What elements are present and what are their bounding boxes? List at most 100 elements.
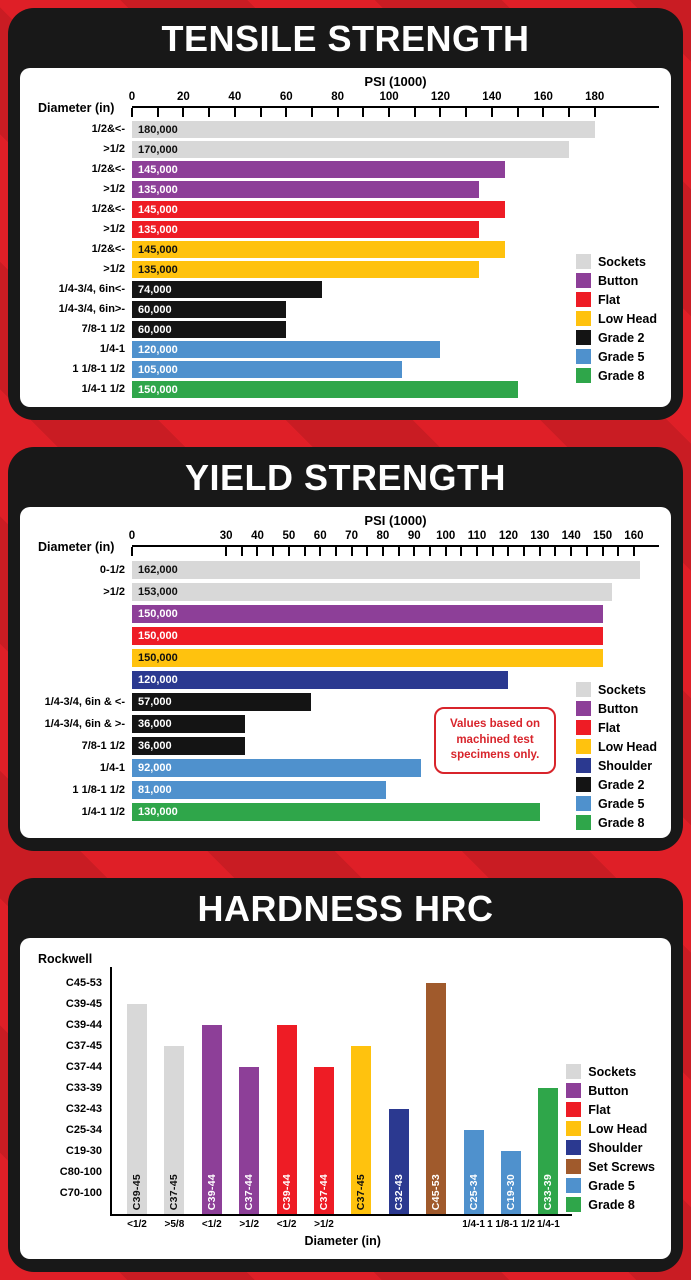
bar-value-label: C37-44 xyxy=(318,1173,330,1210)
legend-label: Sockets xyxy=(597,254,646,269)
plot-area: C39-45 <1/2 C37-45 >5/8 C39-44 <1/2 C37-44 >1/2… xyxy=(110,938,572,1259)
bar-category-label: >1/2 xyxy=(103,143,125,155)
axis-tick xyxy=(366,547,369,556)
axis-tick xyxy=(225,547,228,556)
axis-tick xyxy=(287,547,290,556)
axis-tick xyxy=(617,547,620,556)
chart-row: 0-1/2 162,000 xyxy=(32,561,659,579)
bar-value-label: 74,000 xyxy=(138,283,172,296)
axis-tick-label: 180 xyxy=(585,91,605,103)
legend-swatch-sockets xyxy=(575,682,591,697)
axis-tick xyxy=(516,108,519,117)
legend-swatch-flat xyxy=(575,720,591,735)
axis-tick xyxy=(397,547,400,556)
bar-value-label: 135,000 xyxy=(138,183,178,196)
legend-swatch-button xyxy=(575,701,591,716)
chart-row: 1/4-3/4, 6in>- 60,000 xyxy=(32,301,659,318)
bar-grade-2: 60,000 xyxy=(132,301,287,318)
axis-tick xyxy=(507,547,510,556)
legend-item-flat: Flat xyxy=(575,720,657,735)
axis-tick xyxy=(542,108,545,117)
bar-track: 180,000 xyxy=(132,121,659,138)
axis-tick-label: 160 xyxy=(624,530,644,542)
legend-item-grade-8: Grade 8 xyxy=(566,1197,655,1212)
bar-grade-5: 92,000 xyxy=(132,759,421,777)
bar-category-label: 1/4-1 xyxy=(99,761,125,774)
axis-tick xyxy=(259,108,262,117)
bar-flat: 150,000 xyxy=(132,627,603,645)
axis-tick xyxy=(381,547,384,556)
chart-row: 1/4-3/4, 6in & >- 36,000 xyxy=(32,715,659,733)
legend-item-button: Button xyxy=(575,701,657,716)
bar-button: C39-44 xyxy=(201,1025,222,1214)
axis-tick xyxy=(476,547,479,556)
bar-grade-5: C25-34 xyxy=(463,1130,484,1214)
bar-grade-2: 60,000 xyxy=(132,321,287,338)
y-axis-label: C25-34 xyxy=(65,1124,102,1136)
legend-label: Grade 5 xyxy=(597,349,645,364)
y-axis-labels: C45-53 C39-45 C39-44 C37-45 C37-44 C33-39 C32-… xyxy=(30,938,102,1259)
legend-item-sockets: Sockets xyxy=(575,682,657,697)
bar-grade-8: 130,000 xyxy=(132,803,540,821)
axis-tick xyxy=(538,547,541,556)
bar-value-label: 92,000 xyxy=(138,762,172,774)
axis-tick xyxy=(319,547,322,556)
legend-item-grade-5: Grade 5 xyxy=(575,796,657,811)
axis-tick-label: 120 xyxy=(430,91,451,103)
x-axis-label: 1 1/8-1 1/2 xyxy=(487,1219,535,1230)
bar-category-label: >1/2 xyxy=(103,223,125,235)
chart-row: 1/4-1 120,000 xyxy=(32,341,659,358)
bar-grade-5: 81,000 xyxy=(132,781,387,799)
y-axis-label: C37-45 xyxy=(65,1040,102,1052)
legend-item-grade-2: Grade 2 xyxy=(575,330,657,345)
bar-value-label: 120,000 xyxy=(138,343,178,356)
bar-low-head: C37-45 xyxy=(351,1046,372,1214)
bar-low-head: 145,000 xyxy=(132,241,505,258)
legend-label: Flat xyxy=(597,720,621,735)
axis-tick xyxy=(272,547,275,556)
bar-category-label: 1/4-3/4, 6in & >- xyxy=(44,717,125,730)
hardness-chart-area: Rockwell C45-53 C39-45 C39-44 C37-45 C37-44 C3… xyxy=(20,938,671,1259)
legend-item-grade-5: Grade 5 xyxy=(566,1178,655,1193)
bar-value-label: C25-34 xyxy=(467,1173,480,1210)
bar-value-label: 150,000 xyxy=(138,630,178,642)
axis-tick-label: 50 xyxy=(282,530,296,542)
axis-tick xyxy=(460,547,463,556)
x-axis-label: <1/2 xyxy=(201,1219,222,1230)
legend-swatch-grade-8 xyxy=(575,368,591,383)
yield-strength-chart: Diameter (in) PSI (1000) 0 30 40 50 60 70 80 90 10… xyxy=(20,507,671,838)
chart-row: 1/4-1 92,000 xyxy=(32,759,659,777)
axis-tick-label: 0 xyxy=(128,530,136,542)
bar-value-label: 60,000 xyxy=(138,303,172,316)
bar-value-label: 180,000 xyxy=(138,123,178,136)
bar-button: 150,000 xyxy=(132,605,603,623)
axis-tick xyxy=(439,108,442,117)
bar-grade-8: C33-39 xyxy=(538,1088,559,1214)
bar-track: 36,000 xyxy=(132,737,659,755)
bar-track: 74,000 xyxy=(132,281,659,298)
axis-tick xyxy=(570,547,573,556)
legend-item-grade-5: Grade 5 xyxy=(575,349,657,364)
bar-value-label: 130,000 xyxy=(138,806,178,818)
rockwell-label: Rockwell xyxy=(38,952,93,966)
legend-label: Sockets xyxy=(597,682,646,697)
legend-label: Grade 5 xyxy=(597,796,645,811)
axis-tick-label: 100 xyxy=(379,91,399,103)
bar-value-label: C19-30 xyxy=(505,1173,517,1210)
legend-item-shoulder: Shoulder xyxy=(575,758,657,773)
bar-button: C37-44 xyxy=(239,1067,260,1214)
bar-grade-2: 36,000 xyxy=(132,715,245,733)
axis-tick xyxy=(568,108,571,117)
axis-tick xyxy=(156,108,159,117)
bar-value-label: 81,000 xyxy=(138,784,172,796)
yield-strength-panel: YIELD STRENGTH Diameter (in) PSI (1000) 0 3… xyxy=(8,447,683,851)
legend-item-flat: Flat xyxy=(566,1102,655,1117)
x-axis-title: Diameter (in) xyxy=(304,1234,381,1248)
bar-category-label: 1/4-1 1/2 xyxy=(81,805,125,818)
axis-line xyxy=(131,106,659,118)
chart-row: 150,000 xyxy=(32,627,659,645)
bar-track: 162,000 xyxy=(132,561,659,579)
legend-swatch-grade-8 xyxy=(575,815,591,830)
bar-track: 36,000 xyxy=(132,715,659,733)
